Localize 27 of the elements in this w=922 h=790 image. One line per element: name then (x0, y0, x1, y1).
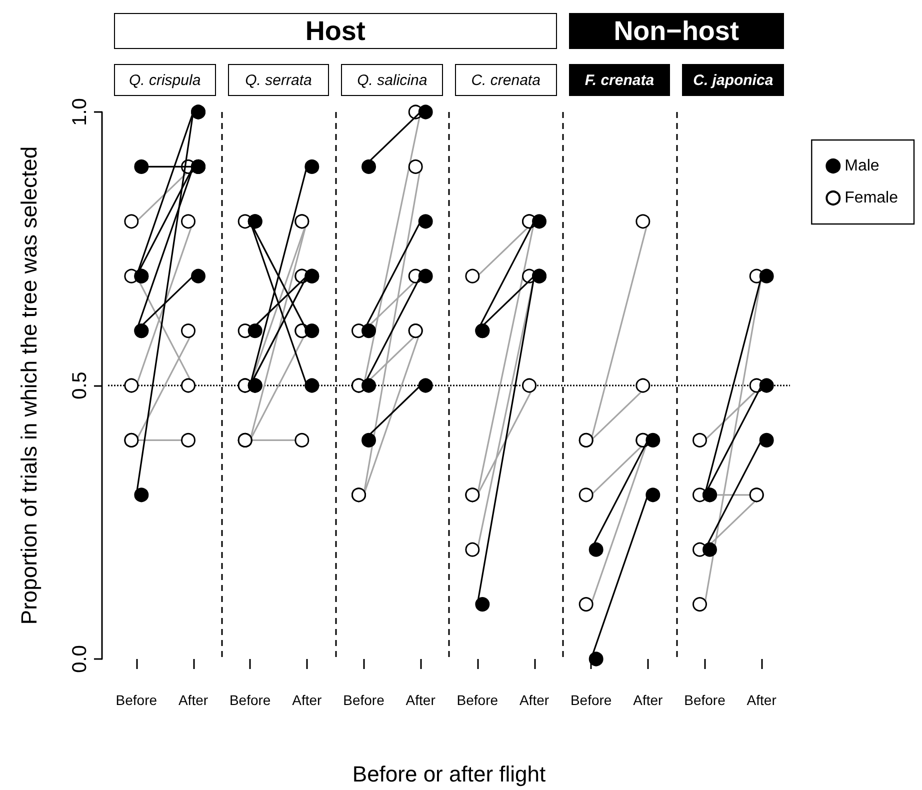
text: C. japonica (682, 64, 784, 96)
y-tick-label: 0.0 (69, 645, 91, 673)
x-tick-label: Before (684, 692, 726, 708)
x-tick-label: Before (343, 692, 385, 708)
x-tick-label: Before (229, 692, 271, 708)
text: F. crenata (568, 64, 670, 96)
y-tick-label: 0.5 (69, 372, 91, 400)
x-tick-label: Before (116, 692, 158, 708)
x-tick-label: After (746, 692, 777, 708)
x-tick-label: After (178, 692, 208, 708)
text: Host (114, 13, 557, 49)
legend-label: Female (844, 190, 898, 206)
legend-label: Male (844, 158, 880, 174)
x-tick-label: Before (570, 692, 612, 708)
x-tick-label: After (633, 692, 664, 708)
text: C. crenata (455, 64, 557, 96)
x-tick-label: Before (456, 692, 498, 708)
text: Q. crispula (114, 64, 216, 96)
x-tick-label: After (519, 692, 550, 708)
text: Q. salicina (341, 64, 443, 96)
y-tick-label: 1.0 (69, 98, 91, 126)
x-tick-label: After (406, 692, 436, 708)
text: Non−host (568, 13, 784, 49)
y-axis-title: Proportion of trials in which the tree was selected (16, 146, 42, 625)
text: Q. serrata (228, 64, 330, 96)
x-axis-title: Before or after flight (352, 762, 546, 786)
x-tick-label: After (292, 692, 322, 708)
